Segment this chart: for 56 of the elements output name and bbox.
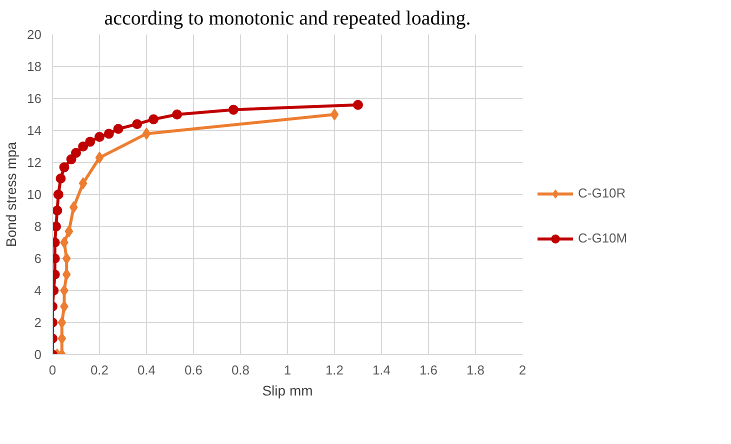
point (172, 110, 182, 120)
point (69, 201, 78, 214)
point (78, 177, 88, 190)
y-axis-title: Bond stress mpa (3, 142, 20, 248)
point (94, 132, 104, 142)
point (71, 148, 81, 158)
y-tick-label: 18 (27, 59, 42, 74)
point (52, 222, 62, 232)
point (53, 190, 64, 200)
y-tick-label: 10 (27, 187, 42, 202)
y-tick-label: 20 (27, 27, 42, 42)
point (104, 128, 114, 139)
x-tick-label: 1.4 (372, 362, 391, 378)
point (58, 332, 66, 344)
point (353, 100, 363, 110)
point (228, 104, 238, 115)
point (132, 119, 142, 130)
point (60, 236, 68, 248)
y-tick-label: 6 (34, 251, 42, 266)
point (58, 316, 66, 328)
point (78, 142, 88, 152)
point (56, 174, 66, 184)
x-tick-label: 1.2 (325, 362, 344, 378)
point (62, 252, 71, 264)
x-tick-label: 0.8 (231, 362, 250, 378)
point (60, 300, 68, 312)
point (52, 206, 62, 216)
y-tick-label: 14 (27, 123, 42, 138)
point (148, 114, 159, 124)
point (85, 136, 96, 147)
point (95, 152, 104, 164)
point (330, 108, 339, 120)
y-tick-label: 0 (34, 347, 42, 362)
legend-label: C-G10M (578, 230, 628, 246)
point (142, 128, 151, 140)
y-tick-label: 16 (27, 91, 42, 106)
x-tick-label: 0 (48, 362, 56, 378)
y-tick-label: 4 (34, 283, 42, 298)
x-tick-label: 1 (284, 362, 292, 378)
legend-label: C-G10R (578, 186, 626, 200)
x-tick-label: 1.6 (419, 362, 438, 378)
point (62, 268, 71, 280)
y-tick-label: 8 (34, 219, 42, 234)
point (60, 284, 68, 296)
x-axis-title: Slip mm (262, 382, 313, 398)
x-tick-label: 0.2 (90, 362, 109, 378)
point (113, 124, 124, 134)
y-tick-label: 12 (27, 155, 42, 170)
text: according to monotonic and repeated loading. (104, 8, 471, 30)
x-tick-label: 0.6 (184, 362, 203, 378)
y-tick-label: 2 (34, 315, 42, 330)
point (59, 162, 70, 172)
x-tick-label: 1.8 (466, 362, 485, 378)
x-tick-label: 0.4 (137, 362, 156, 378)
x-tick-label: 2 (518, 362, 526, 378)
point (64, 225, 74, 238)
